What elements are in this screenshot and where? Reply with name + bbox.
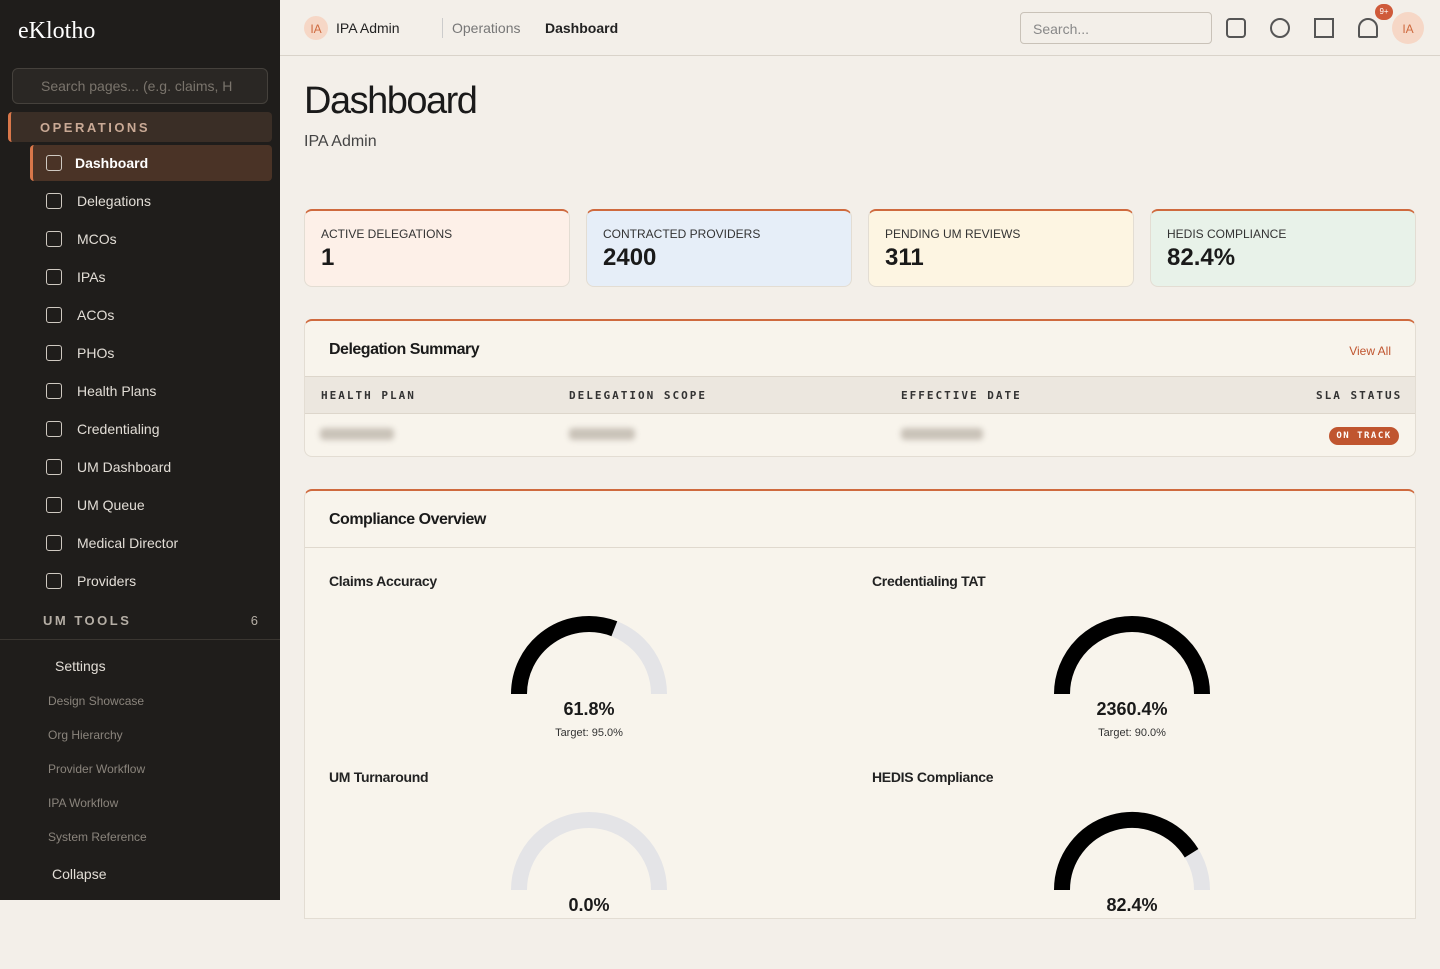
um-tools-label: UM TOOLS — [43, 613, 132, 628]
stat-value: 311 — [885, 244, 924, 271]
nav-item[interactable]: Credentialing — [30, 411, 272, 447]
stat-label: CONTRACTED PROVIDERS — [603, 227, 761, 241]
nav-item[interactable]: Dashboard — [30, 145, 272, 181]
gauge-title: HEDIS Compliance — [872, 769, 994, 785]
status-pill: ON TRACK — [1329, 427, 1399, 445]
nav-icon — [46, 497, 62, 513]
nav-icon — [46, 383, 62, 399]
nav-item[interactable]: Medical Director — [30, 525, 272, 561]
gauge-value: 0.0% — [568, 895, 610, 915]
nav-icon — [46, 421, 62, 437]
nav-item[interactable]: UM Queue — [30, 487, 272, 523]
stat-value: 82.4% — [1167, 244, 1236, 271]
settings[interactable]: Settings — [55, 658, 106, 674]
gauge-fill — [1054, 812, 1199, 891]
collapse[interactable]: Collapse — [52, 866, 107, 882]
column-header: DELEGATION SCOPE — [569, 389, 707, 402]
gauge-chart — [1054, 812, 1210, 891]
stat-label: ACTIVE DELEGATIONS — [321, 227, 453, 241]
stat-card: PENDING UM REVIEWS 311 — [868, 209, 1134, 287]
gauge-value: 2360.4% — [1096, 699, 1168, 719]
nav-icon — [46, 345, 62, 361]
page-subtitle: IPA Admin — [304, 133, 377, 150]
nav-item[interactable]: ACOs — [30, 297, 272, 333]
gauge: HEDIS Compliance 82.4% — [872, 769, 1412, 969]
nav-item[interactable]: MCOs — [30, 221, 272, 257]
footer-link[interactable]: Design Showcase — [48, 694, 145, 708]
um-tools[interactable]: UM TOOLS 6 — [0, 605, 280, 635]
stat-value: 2400 — [603, 244, 657, 271]
gauge-title: UM Turnaround — [329, 769, 429, 785]
icon[interactable] — [1314, 18, 1334, 38]
gauge-track — [511, 812, 667, 891]
icon[interactable] — [1358, 18, 1378, 38]
gauge: Claims Accuracy 61.8% Target: 95.0% — [329, 573, 869, 773]
view-all[interactable]: View All — [1349, 344, 1391, 358]
column-header: HEALTH PLAN — [321, 389, 416, 402]
page: eKlotho Search pages... (e.g. claims, H … — [0, 0, 1440, 919]
nav-icon — [46, 573, 62, 589]
stat-card: ACTIVE DELEGATIONS 1 — [304, 209, 570, 287]
gauge: UM Turnaround 0.0% — [329, 769, 869, 969]
footer-link[interactable]: System Reference — [48, 830, 147, 844]
gauge-target: Target: 95.0% — [555, 727, 623, 739]
nav-icon — [46, 231, 62, 247]
nav-icon — [46, 193, 62, 209]
header: IA IPA Admin Operations Dashboard Search… — [280, 0, 1440, 56]
delegation-card: Delegation Summary View All — [304, 319, 1416, 457]
stat-value: 1 — [321, 244, 335, 271]
stat-label: PENDING UM REVIEWS — [885, 227, 1021, 241]
user-avatar[interactable]: IA — [1392, 12, 1424, 44]
gauge-fill — [511, 616, 618, 695]
sidebar: eKlotho Search pages... (e.g. claims, H … — [0, 0, 280, 900]
gauge-title: Credentialing TAT — [872, 573, 986, 589]
stat-card: HEDIS COMPLIANCE 82.4% — [1150, 209, 1416, 287]
icon[interactable] — [1270, 18, 1290, 38]
gauge-chart — [1054, 616, 1210, 695]
breadcrumb[interactable]: Operations — [452, 20, 521, 36]
icon[interactable] — [1226, 18, 1246, 38]
compliance-card: Compliance Overview Claims Accuracy 61.8%… — [304, 489, 1416, 919]
gauge-title: Claims Accuracy — [329, 573, 437, 589]
badge: 9+ — [1375, 4, 1393, 20]
gauge: Credentialing TAT 2360.4% Target: 90.0% — [872, 573, 1412, 773]
footer-link[interactable]: Org Hierarchy — [48, 728, 123, 742]
sidebar-search[interactable]: Search pages... (e.g. claims, H — [12, 68, 268, 104]
stat-card: CONTRACTED PROVIDERS 2400 — [586, 209, 852, 287]
nav-icon — [46, 155, 62, 171]
nav-item[interactable]: IPAs — [30, 259, 272, 295]
gauge-chart — [511, 812, 667, 891]
breadcrumb: Dashboard — [545, 20, 619, 36]
nav-item[interactable]: PHOs — [30, 335, 272, 371]
nav-item[interactable]: Delegations — [30, 183, 272, 219]
avatar: IA — [304, 16, 328, 40]
search[interactable]: Search... — [1020, 12, 1212, 44]
nav-item[interactable]: Health Plans — [30, 373, 272, 409]
nav-item[interactable]: Providers — [30, 563, 272, 599]
card-title: Delegation Summary — [329, 341, 480, 358]
gauge-fill — [1054, 616, 1210, 695]
nav-icon — [46, 269, 62, 285]
brand: eKlotho — [18, 18, 96, 44]
nav-item[interactable]: UM Dashboard — [30, 449, 272, 485]
column-header: SLA STATUS — [1316, 389, 1403, 402]
gauge-value: 82.4% — [1106, 895, 1158, 915]
page-title: Dashboard — [304, 80, 478, 122]
role-switch[interactable]: IPA Admin — [336, 20, 400, 36]
stat-label: HEDIS COMPLIANCE — [1167, 227, 1287, 241]
gauge-value: 61.8% — [563, 699, 615, 719]
gauge-target: Target: 90.0% — [1098, 727, 1166, 739]
um-tools-count: 6 — [250, 613, 258, 628]
column-header: EFFECTIVE DATE — [901, 389, 1022, 402]
nav-icon — [46, 459, 62, 475]
section-header[interactable]: OPERATIONS — [8, 112, 272, 142]
nav-icon — [46, 307, 62, 323]
nav-icon — [46, 535, 62, 551]
card-title: Compliance Overview — [329, 511, 486, 528]
footer-link[interactable]: Provider Workflow — [48, 762, 146, 776]
footer-link[interactable]: IPA Workflow — [48, 796, 119, 810]
gauge-chart — [511, 616, 667, 695]
